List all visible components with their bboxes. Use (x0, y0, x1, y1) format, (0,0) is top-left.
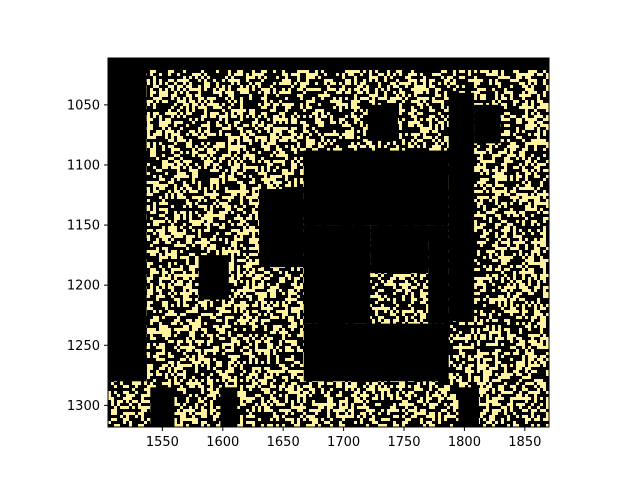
x-tick-label: 1700 (327, 435, 360, 450)
zero-block (150, 387, 175, 427)
y-tick-label: 1100 (67, 158, 100, 173)
zero-block (303, 150, 449, 226)
zero-block (220, 387, 238, 427)
zero-block (448, 92, 475, 322)
zero-block-layer (108, 58, 549, 427)
x-tick-label: 1600 (206, 435, 239, 450)
zero-block (428, 225, 449, 324)
y-tick-label: 1200 (67, 279, 100, 294)
y-tick-label: 1050 (67, 98, 100, 113)
x-tick-label: 1850 (508, 435, 541, 450)
y-tick-label: 1150 (67, 219, 100, 234)
y-tick-label: 1300 (67, 399, 100, 414)
zero-block (108, 70, 147, 382)
zero-block (367, 104, 398, 141)
zero-block (370, 225, 429, 274)
zero-block (259, 189, 304, 268)
y-axis: 1050 1100 1150 1200 1250 1300 (67, 98, 108, 414)
x-tick-label: 1800 (448, 435, 481, 450)
x-axis: 1550 1600 1650 1700 1750 1800 1850 (146, 427, 541, 450)
plot-frame (107, 57, 550, 428)
x-tick-label: 1550 (146, 435, 179, 450)
x-tick-label: 1650 (267, 435, 300, 450)
zero-block (303, 225, 371, 324)
plot-area (108, 58, 549, 427)
zero-block (303, 323, 449, 382)
zero-block (458, 387, 479, 427)
x-tick-label: 1750 (387, 435, 420, 450)
zero-block (198, 255, 229, 300)
zero-block (108, 58, 549, 71)
zero-block (474, 104, 501, 144)
y-tick-label: 1250 (67, 339, 100, 354)
